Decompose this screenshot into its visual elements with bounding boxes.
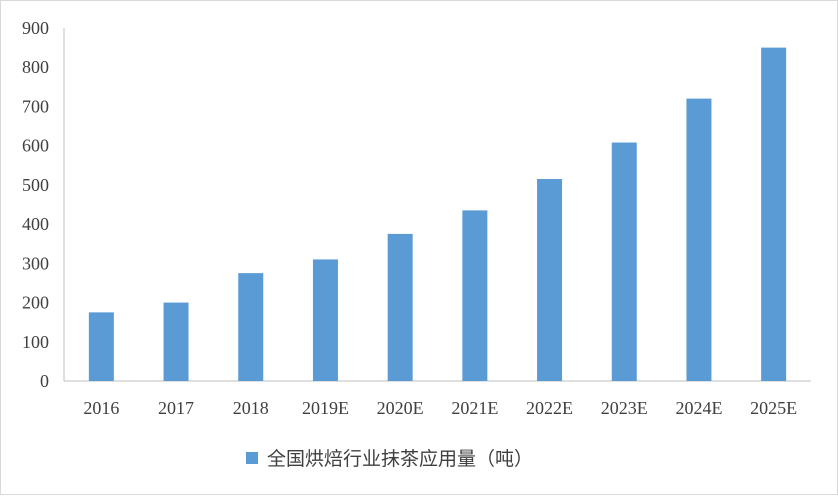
bar-2023e xyxy=(611,142,637,381)
x-tick-label: 2021E xyxy=(451,398,498,418)
legend-swatch xyxy=(246,452,258,464)
y-tick-label: 600 xyxy=(22,136,49,156)
x-tick-label: 2022E xyxy=(526,398,573,418)
y-tick-label: 900 xyxy=(22,18,49,38)
bar-2019e xyxy=(312,259,338,381)
bar-2022e xyxy=(537,179,563,381)
bar-2025e xyxy=(761,47,787,381)
x-tick-label: 2019E xyxy=(302,398,349,418)
x-tick-label: 2023E xyxy=(601,398,648,418)
x-tick-label: 2024E xyxy=(675,398,722,418)
y-axis-tick-labels: 0 100 200 300 400 500 600 700 800 900 xyxy=(22,18,49,391)
x-tick-label: 2017 xyxy=(158,398,194,418)
x-tick-label: 2016 xyxy=(83,398,119,418)
x-tick-label: 2025E xyxy=(750,398,797,418)
y-tick-label: 500 xyxy=(22,175,49,195)
y-tick-label: 700 xyxy=(22,96,49,116)
x-tick-label: 2020E xyxy=(377,398,424,418)
x-axis-tick-labels: 2016 2017 2018 2019E 2020E 2021E 2022E 2023E 202… xyxy=(83,398,797,418)
bar-2024e xyxy=(686,98,712,381)
y-tick-label: 100 xyxy=(22,332,49,352)
y-tick-label: 800 xyxy=(22,57,49,77)
legend-label: 全国烘焙行业抹茶应用量（吨） xyxy=(267,448,533,470)
y-tick-label: 400 xyxy=(22,214,49,234)
bar-series xyxy=(88,47,787,381)
y-tick-label: 0 xyxy=(40,371,49,391)
bar-2016 xyxy=(88,312,114,381)
legend: 全国烘焙行业抹茶应用量（吨） xyxy=(246,448,533,470)
bar-2018 xyxy=(238,273,264,381)
x-tick-label: 2018 xyxy=(233,398,269,418)
bar-2020e xyxy=(387,233,413,381)
y-tick-label: 200 xyxy=(22,293,49,313)
y-tick-label: 300 xyxy=(22,253,49,273)
bar-2021e xyxy=(462,210,488,381)
bar-2017 xyxy=(163,302,189,381)
